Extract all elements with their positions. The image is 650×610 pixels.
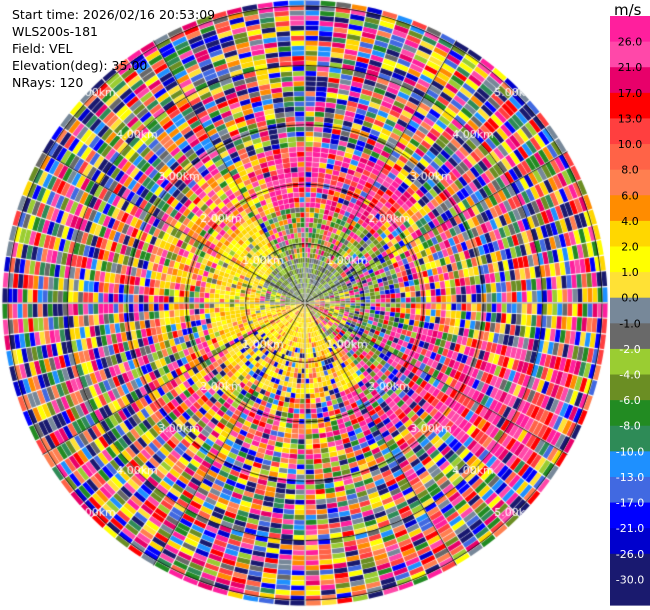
colorbar-tick-label: -30.0 <box>616 573 644 586</box>
colorbar-unit: m/s <box>614 1 642 19</box>
colorbar-tick-label: 17.0 <box>618 87 643 100</box>
plot-info: Start time: 2026/02/16 20:53:09 WLS200s-… <box>12 6 215 91</box>
colorbar-segment <box>610 41 650 68</box>
colorbar-segment <box>610 297 650 324</box>
colorbar-segment <box>610 16 650 43</box>
colorbar-tick-label: 1.0 <box>621 266 639 279</box>
colorbar-segment <box>610 169 650 196</box>
colorbar-tick-label: 2.0 <box>621 240 639 253</box>
elevation-label: Elevation(deg): 35.00 <box>12 58 148 73</box>
colorbar-segment <box>610 246 650 273</box>
colorbar-tick-label: -13.0 <box>616 471 644 484</box>
instrument-label: WLS200s-181 <box>12 24 98 39</box>
colorbar-segment <box>610 67 650 94</box>
colorbar-tick-label: -21.0 <box>616 522 644 535</box>
colorbar-tick-label: 13.0 <box>618 112 643 125</box>
colorbar-segment <box>610 220 650 248</box>
colorbar-tick-label: -26.0 <box>616 548 644 561</box>
colorbar-tick-label: -17.0 <box>616 497 644 510</box>
colorbar-segment <box>610 348 650 376</box>
colorbar-tick-label: 21.0 <box>618 61 643 74</box>
colorbar-segment <box>610 579 650 606</box>
colorbar-segment <box>610 118 650 145</box>
start-time-label: Start time: 2026/02/16 20:53:09 <box>12 7 216 22</box>
colorbar-tick-label: -10.0 <box>616 445 644 458</box>
field-label: Field: VEL <box>12 41 73 56</box>
colorbar-tick-label: 6.0 <box>621 189 639 202</box>
colorbar-segment <box>610 272 650 299</box>
colorbar-tick-label: 10.0 <box>618 138 643 151</box>
colorbar-segment <box>610 502 650 529</box>
colorbar-segment <box>610 400 650 427</box>
colorbar-segment <box>610 528 650 555</box>
colorbar-segment <box>610 144 650 171</box>
colorbar-tick-label: -2.0 <box>619 343 640 356</box>
colorbar-segment <box>610 451 650 478</box>
colorbar-tick-label: -1.0 <box>619 317 640 330</box>
colorbar-tick-label: -8.0 <box>619 420 640 433</box>
colorbar-segment <box>610 553 650 580</box>
nrays-label: NRays: 120 <box>12 75 84 90</box>
colorbar-tick-label: 0.0 <box>621 292 639 305</box>
colorbar-segment <box>610 374 650 401</box>
colorbar-segment <box>610 195 650 222</box>
colorbar-tick-label: -6.0 <box>619 394 640 407</box>
colorbar-tick-label: 8.0 <box>621 164 639 177</box>
colorbar-tick-label: -4.0 <box>619 369 640 382</box>
ppi-plot <box>0 0 610 610</box>
colorbar-tick-label: 26.0 <box>618 36 643 49</box>
colorbar-segment <box>610 323 650 350</box>
colorbar-segment <box>610 476 650 504</box>
colorbar-segment <box>610 425 650 452</box>
colorbar-tick-label: 4.0 <box>621 215 639 228</box>
colorbar-segment <box>610 92 650 120</box>
